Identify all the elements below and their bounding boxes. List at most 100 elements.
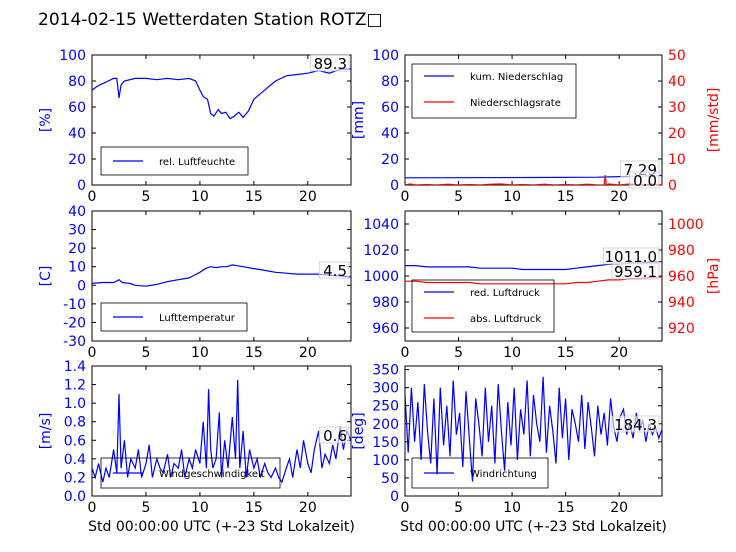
y-tick-label: 40 bbox=[68, 204, 86, 220]
legend-label: Niederschlagsrate bbox=[470, 98, 561, 109]
value-label-box bbox=[310, 54, 350, 72]
last-value-label: 0.6 bbox=[323, 427, 347, 445]
plot-frame bbox=[404, 54, 663, 186]
legend-box bbox=[100, 146, 249, 176]
y-tick-label: 100 bbox=[372, 48, 399, 64]
value-label-box bbox=[628, 171, 660, 189]
y-tick-label: 0.4 bbox=[64, 452, 86, 468]
last-value-label: 89.3 bbox=[314, 55, 347, 73]
y-axis-label: [m/s] bbox=[38, 413, 54, 450]
x-tick-label: 20 bbox=[299, 345, 317, 361]
x-tick-label: 0 bbox=[88, 189, 97, 205]
y-tick-label: 100 bbox=[372, 453, 399, 469]
y-tick-label: 250 bbox=[372, 399, 399, 415]
x-tick-label: 5 bbox=[454, 345, 463, 361]
y-tick-label: 1.2 bbox=[64, 378, 86, 394]
y-axis-label: [%] bbox=[38, 108, 54, 132]
x-tick-label: 10 bbox=[503, 345, 521, 361]
series-line-1 bbox=[92, 379, 351, 484]
y-tick-label: 1020 bbox=[363, 243, 399, 259]
panel-temperature: 0 5 10 15 20 -30 -20 -10 0 10 20 30 40 [C] Lufttempera… bbox=[38, 204, 352, 361]
y2-tick-label: 1000 bbox=[668, 217, 704, 233]
x-axis-label: Std 00:00:00 UTC (+-23 Std Lokalzeit) bbox=[400, 519, 667, 535]
y2-tick-label: 960 bbox=[668, 269, 695, 285]
y-tick-label: 40 bbox=[68, 126, 86, 142]
y2-tick-label: 30 bbox=[668, 100, 686, 116]
series-line-2 bbox=[405, 175, 662, 185]
x-tick-label: 15 bbox=[557, 500, 575, 516]
figure-title: 2014-02-15 Wetterdaten Station ROTZ□ bbox=[38, 10, 383, 30]
y-tick-label: 50 bbox=[381, 471, 399, 487]
x-axis-label: Std 00:00:00 UTC (+-23 Std Lokalzeit) bbox=[88, 519, 355, 535]
legend-label: Windgeschwindigkeit bbox=[159, 469, 265, 480]
y-tick-label: 100 bbox=[59, 48, 86, 64]
value-label-box bbox=[611, 262, 660, 280]
y2-axis-label: [mm/std] bbox=[706, 88, 722, 153]
y-tick-label: 20 bbox=[68, 241, 86, 257]
panel-humidity: 0 5 10 15 20 0 20 40 60 80 100 [%] rel. Luftfeuchte 8… bbox=[38, 48, 352, 205]
y-tick-label: 980 bbox=[372, 295, 399, 311]
y-tick-label: 350 bbox=[372, 363, 399, 379]
panel-wind_speed: 0 5 10 15 20 0.0 0.2 0.4 0.6 0.8 1.0 1.2 1.4 [m/s] Std… bbox=[38, 359, 355, 535]
panel-pressure: 0 5 10 15 20 960 980 1000 1020 1040 920 940 960 980 10… bbox=[363, 210, 722, 361]
y2-tick-label: 20 bbox=[668, 126, 686, 142]
series-line-2 bbox=[405, 276, 662, 285]
y-tick-label: 300 bbox=[372, 381, 399, 397]
y-tick-label: 0 bbox=[390, 178, 399, 194]
y-tick-label: 60 bbox=[381, 100, 399, 116]
y-tick-label: 80 bbox=[381, 74, 399, 90]
plot-frame bbox=[91, 54, 352, 186]
y2-tick-label: 10 bbox=[668, 152, 686, 168]
last-value-label: 184.3 bbox=[614, 416, 657, 434]
legend-label: abs. Luftdruck bbox=[470, 314, 541, 325]
y-tick-label: 1.0 bbox=[64, 396, 86, 412]
x-tick-label: 15 bbox=[557, 345, 575, 361]
legend-label: Windrichtung bbox=[470, 469, 537, 480]
y2-tick-label: 940 bbox=[668, 295, 695, 311]
plot-frame bbox=[91, 210, 352, 342]
y2-tick-label: 920 bbox=[668, 321, 695, 337]
x-tick-label: 5 bbox=[454, 189, 463, 205]
y-tick-label: -30 bbox=[63, 334, 86, 350]
last-value-label: 1011.0 bbox=[605, 248, 658, 266]
y-tick-label: 1.4 bbox=[64, 359, 86, 375]
x-tick-label: 10 bbox=[191, 500, 209, 516]
x-tick-label: 15 bbox=[245, 189, 263, 205]
y-tick-label: -20 bbox=[63, 315, 86, 331]
y-tick-label: 0 bbox=[77, 178, 86, 194]
value-label-box bbox=[318, 426, 350, 444]
legend-box bbox=[411, 457, 549, 489]
y-tick-label: 0.6 bbox=[64, 433, 86, 449]
y-tick-label: 0 bbox=[390, 489, 399, 505]
y-tick-label: 20 bbox=[381, 152, 399, 168]
x-tick-label: 5 bbox=[141, 189, 150, 205]
y-tick-label: 0 bbox=[77, 278, 86, 294]
y-tick-label: 30 bbox=[68, 223, 86, 239]
y2-tick-label: 40 bbox=[668, 74, 686, 90]
y2-tick-label: 0 bbox=[668, 178, 677, 194]
y-tick-label: 10 bbox=[68, 260, 86, 276]
y-tick-label: 960 bbox=[372, 321, 399, 337]
y-tick-label: 40 bbox=[381, 126, 399, 142]
y-tick-label: 80 bbox=[68, 74, 86, 90]
x-tick-label: 0 bbox=[401, 500, 410, 516]
y-axis-label: [mm] bbox=[351, 101, 367, 139]
legend-label: Lufttemperatur bbox=[159, 313, 236, 324]
y2-tick-label: 980 bbox=[668, 243, 695, 259]
legend-label: red. Luftdruck bbox=[470, 288, 540, 299]
last-value-label: 4.5 bbox=[323, 262, 347, 280]
y2-axis-label: [hPa] bbox=[706, 258, 722, 294]
x-tick-label: 15 bbox=[245, 500, 263, 516]
series-line-1 bbox=[92, 264, 351, 287]
x-tick-label: 10 bbox=[503, 189, 521, 205]
y2-tick-label: 50 bbox=[668, 48, 686, 64]
y-tick-label: 0.2 bbox=[64, 470, 86, 486]
y-tick-label: -10 bbox=[63, 297, 86, 313]
x-tick-label: 20 bbox=[299, 189, 317, 205]
x-tick-label: 10 bbox=[191, 189, 209, 205]
panel-precipitation: 0 5 10 15 20 0 20 40 60 80 100 0 10 20 30 40 50 [mm] [mm/s… bbox=[351, 48, 722, 205]
x-tick-label: 20 bbox=[610, 189, 628, 205]
x-tick-label: 20 bbox=[299, 500, 317, 516]
